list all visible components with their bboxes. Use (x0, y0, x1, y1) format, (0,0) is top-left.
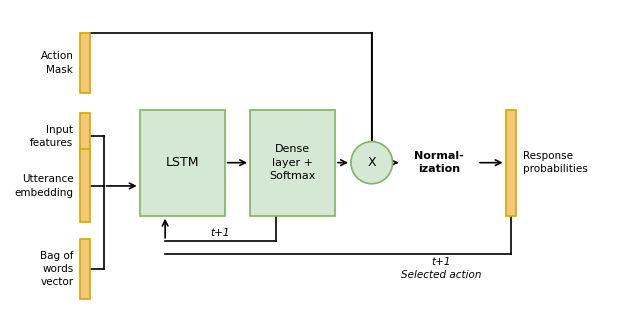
Text: Dense
layer +
Softmax: Dense layer + Softmax (269, 144, 316, 181)
Bar (80, 33, 90, 93)
Bar (80, 113, 90, 159)
Text: Normal-
ization: Normal- ization (415, 151, 464, 174)
Text: Action
Mask: Action Mask (40, 51, 73, 75)
Text: Bag of
words
vector: Bag of words vector (40, 251, 73, 287)
Text: Input
features: Input features (30, 124, 73, 148)
Text: t+1
Selected action: t+1 Selected action (401, 257, 482, 280)
Bar (505, 110, 516, 216)
Text: X: X (367, 156, 376, 169)
Ellipse shape (351, 142, 392, 184)
Bar (140, 110, 225, 216)
Text: t+1: t+1 (211, 228, 230, 238)
Text: LSTM: LSTM (165, 156, 199, 169)
Bar (80, 149, 90, 222)
Bar (250, 110, 335, 216)
Bar (80, 239, 90, 299)
Text: Response
probabilities: Response probabilities (523, 151, 588, 174)
Text: Utterance
embedding: Utterance embedding (14, 174, 73, 198)
